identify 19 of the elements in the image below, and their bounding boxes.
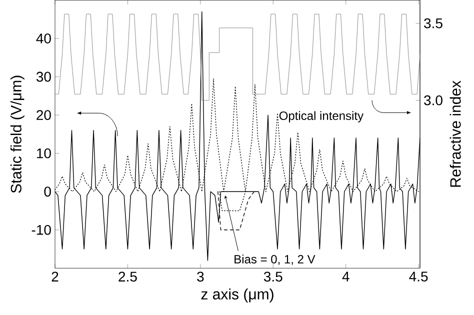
y2-tick-label: 3.0	[424, 95, 442, 106]
x-tick-label: 2	[52, 272, 58, 282]
x-tick-label: 3.5	[264, 272, 282, 282]
y-tick-label: 20	[36, 110, 51, 120]
x-tick-label: 3	[197, 272, 204, 282]
series-label: Optical intensity	[279, 111, 364, 122]
y2-axis-title: Refractive index	[450, 80, 461, 187]
y-tick-label: 30	[36, 72, 51, 82]
x-tick-label: 4	[342, 272, 350, 282]
y-axis-title: Static field (V/μm)	[10, 76, 24, 193]
y-tick-label: 10	[36, 148, 51, 158]
y2-tick-label: 3.5	[424, 18, 442, 28]
y-tick-label: 0	[44, 186, 51, 196]
y-tick-label: -10	[32, 224, 51, 235]
y-tick-label: 40	[36, 33, 51, 44]
x-axis-title: z axis (μm)	[201, 288, 274, 302]
annotation: Bias = 0, 1, 2 V	[234, 254, 316, 265]
x-tick-label: 4.5	[409, 272, 428, 282]
x-tick-label: 2.5	[118, 272, 137, 282]
